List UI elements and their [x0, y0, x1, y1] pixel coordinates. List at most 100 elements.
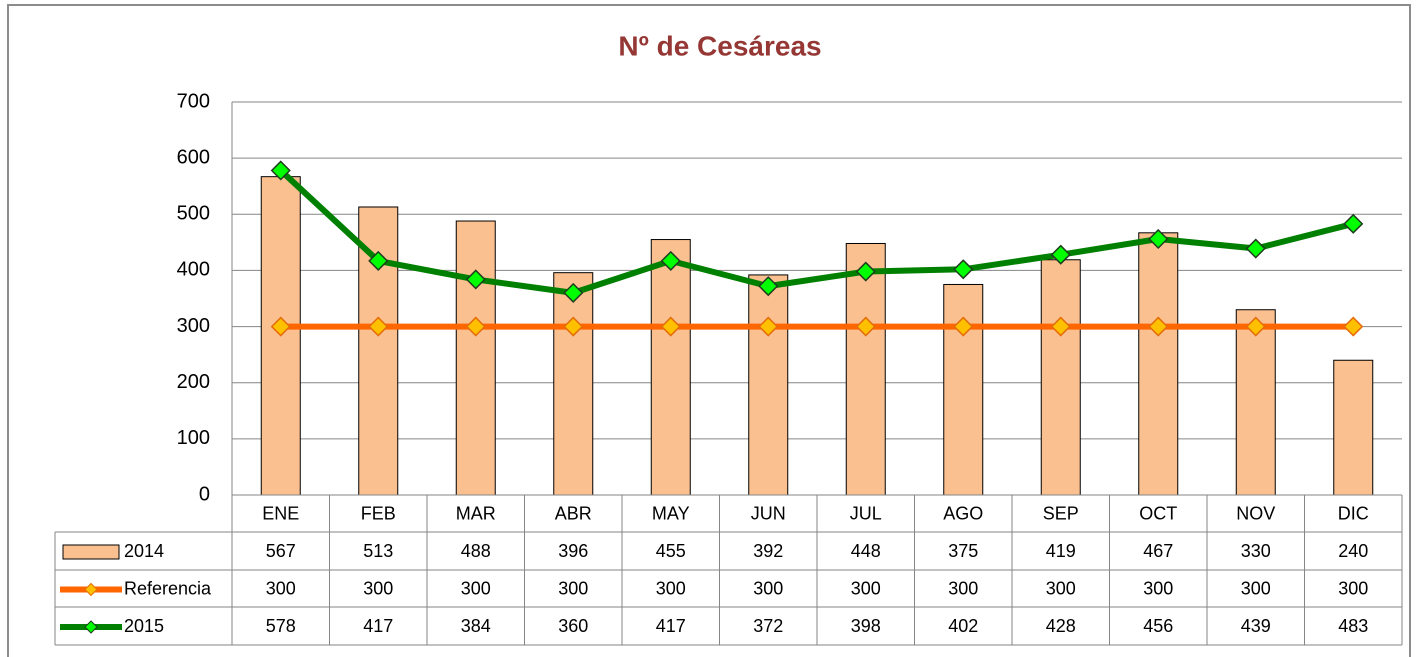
table-value: 300 [948, 578, 978, 598]
table-value: 428 [1046, 616, 1076, 636]
table-value: 467 [1143, 541, 1173, 561]
marker [660, 250, 681, 271]
table-value: 567 [266, 541, 296, 561]
marker [758, 316, 779, 337]
table-value: 240 [1338, 541, 1368, 561]
x-tick-label: JUN [751, 503, 786, 523]
marker [855, 316, 876, 337]
marker [368, 250, 389, 271]
y-tick-label: 100 [177, 427, 210, 449]
bar [943, 283, 984, 496]
table-value: 417 [656, 616, 686, 636]
table-value: 396 [558, 541, 588, 561]
marker [368, 316, 389, 337]
marker [1050, 244, 1071, 265]
marker [270, 160, 291, 181]
table-value: 398 [851, 616, 881, 636]
table-value: 448 [851, 541, 881, 561]
table-value: 300 [461, 578, 491, 598]
table-value: 456 [1143, 616, 1173, 636]
table-value: 455 [656, 541, 686, 561]
marker [465, 316, 486, 337]
table-value: 300 [656, 578, 686, 598]
marker [563, 316, 584, 337]
bar [1040, 259, 1081, 496]
marker [563, 282, 584, 303]
y-tick-label: 400 [177, 259, 210, 281]
bar [1333, 359, 1374, 496]
marker [1343, 316, 1364, 337]
bar [1138, 232, 1179, 496]
table-value: 300 [1143, 578, 1173, 598]
table-value: 300 [1046, 578, 1076, 598]
table-value: 483 [1338, 616, 1368, 636]
chart-title: Nº de Cesáreas [618, 30, 821, 61]
x-tick-label: MAR [456, 503, 496, 523]
bar [1235, 309, 1276, 496]
table-value: 300 [363, 578, 393, 598]
chart-frame [7, 4, 1411, 657]
table-value: 300 [1338, 578, 1368, 598]
table-value: 300 [266, 578, 296, 598]
y-tick-label: 700 [177, 90, 210, 112]
y-tick-label: 500 [177, 203, 210, 225]
marker [758, 276, 779, 297]
marker [1148, 316, 1169, 337]
table-value: 360 [558, 616, 588, 636]
table-value: 375 [948, 541, 978, 561]
table-value: 300 [1241, 578, 1271, 598]
x-tick-label: JUL [850, 503, 882, 523]
x-tick-label: MAY [652, 503, 690, 523]
table-value: 578 [266, 616, 296, 636]
x-tick-label: ENE [262, 503, 299, 523]
table-value: 330 [1241, 541, 1271, 561]
table-value: 300 [558, 578, 588, 598]
bar [650, 239, 691, 496]
x-tick-label: FEB [361, 503, 396, 523]
table-value: 439 [1241, 616, 1271, 636]
table-value: 513 [363, 541, 393, 561]
bar [260, 176, 301, 496]
bar [748, 274, 789, 496]
x-tick-label: DIC [1338, 503, 1369, 523]
x-tick-label: AGO [943, 503, 983, 523]
y-tick-label: 600 [177, 146, 210, 168]
y-tick-label: 0 [199, 483, 210, 505]
marker [953, 259, 974, 280]
table-value: 402 [948, 616, 978, 636]
marker [660, 316, 681, 337]
table-value: 419 [1046, 541, 1076, 561]
marker [1245, 316, 1266, 337]
x-tick-label: OCT [1139, 503, 1177, 523]
table-value: 417 [363, 616, 393, 636]
bar [455, 220, 496, 496]
legend-key [84, 582, 98, 597]
x-tick-label: ABR [555, 503, 592, 523]
legend-label: 2014 [124, 541, 164, 561]
legend-label: 2015 [124, 616, 164, 636]
table-value: 300 [753, 578, 783, 598]
line [278, 168, 1354, 296]
marker [1245, 238, 1266, 259]
table-value: 384 [461, 616, 491, 636]
bar [553, 272, 594, 496]
legend-label: Referencia [124, 578, 212, 598]
marker [953, 316, 974, 337]
y-tick-label: 200 [177, 371, 210, 393]
x-tick-label: NOV [1236, 503, 1275, 523]
y-tick-label: 300 [177, 315, 210, 337]
marker [855, 261, 876, 282]
marker [1148, 228, 1169, 250]
x-tick-label: SEP [1043, 503, 1079, 523]
marker [465, 269, 486, 290]
marker [270, 316, 291, 337]
table-value: 488 [461, 541, 491, 561]
marker [1343, 213, 1364, 234]
legend-key [62, 544, 120, 560]
table-value: 372 [753, 616, 783, 636]
table-value: 392 [753, 541, 783, 561]
table-value: 300 [851, 578, 881, 598]
marker [1050, 316, 1071, 337]
